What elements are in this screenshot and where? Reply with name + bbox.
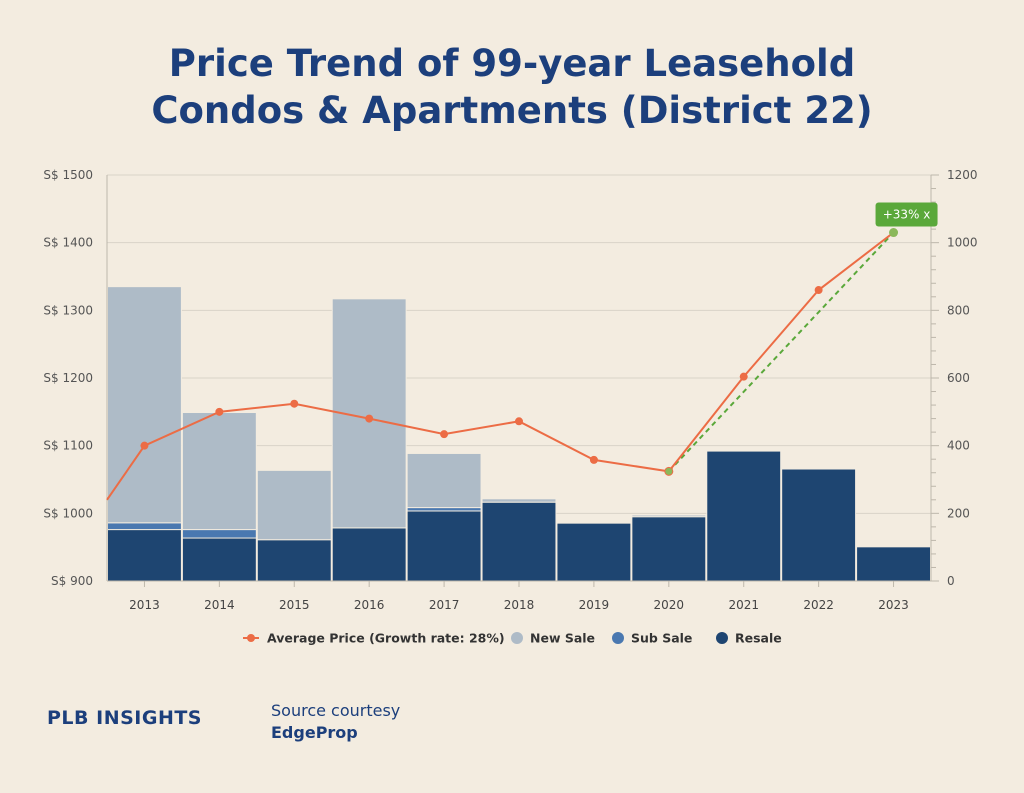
price-point xyxy=(365,414,374,423)
chart-title-line1: Price Trend of 99-year Leasehold xyxy=(168,42,856,85)
price-point xyxy=(664,466,674,476)
bar-new-sale xyxy=(256,469,332,541)
x-tick-label: 2015 xyxy=(279,598,310,612)
source-line1: Source courtesy xyxy=(271,701,401,720)
badge-label: +33% x xyxy=(883,208,931,222)
bar-sub-sale xyxy=(406,507,482,512)
x-tick-label: 2016 xyxy=(354,598,385,612)
price-line-layer xyxy=(106,228,899,501)
brand-logo: PLB INSIGHTS xyxy=(47,707,202,729)
badge-box xyxy=(875,202,938,227)
price-point xyxy=(515,417,523,426)
left-tick-label: S$ 1100 xyxy=(43,439,93,453)
bar-resale xyxy=(631,516,707,582)
price-point xyxy=(739,372,748,381)
bar-resale xyxy=(481,501,557,582)
price-line xyxy=(106,231,895,501)
right-tick-label: 600 xyxy=(947,371,970,385)
bar-sub-sale xyxy=(107,522,182,531)
x-tick-label: 2017 xyxy=(429,598,460,612)
price-point xyxy=(140,441,149,450)
bar-new-sale xyxy=(406,452,482,509)
right-tick-label: 0 xyxy=(947,574,955,588)
legend-marker-new-sale xyxy=(511,632,523,644)
bar-resale xyxy=(406,510,482,582)
bar-resale xyxy=(706,450,782,582)
chart-title-line2: Condos & Apartments (District 22) xyxy=(151,89,873,132)
right-tick-label: 1200 xyxy=(947,168,978,182)
x-tick-label: 2020 xyxy=(654,598,685,612)
legend-label-average-price: Average Price (Growth rate: 28%) xyxy=(267,631,505,646)
left-tick-label: S$ 1500 xyxy=(43,168,93,182)
bar-resale xyxy=(556,522,632,582)
price-point xyxy=(814,286,823,295)
bar-sub-sale xyxy=(181,529,257,539)
left-tick-label: S$ 1200 xyxy=(43,371,93,385)
left-tick-label: S$ 1400 xyxy=(43,236,93,250)
price-point xyxy=(215,407,224,416)
bar-new-sale xyxy=(181,412,257,531)
chart-title: Price Trend of 99-year Leasehold Condos … xyxy=(0,40,1024,134)
legend-label-resale: Resale xyxy=(735,631,782,646)
bar-new-sale xyxy=(631,514,707,518)
x-tick-label: 2019 xyxy=(579,598,610,612)
x-tick-label: 2022 xyxy=(803,598,834,612)
bar-layer xyxy=(107,286,931,582)
x-tick-label: 2021 xyxy=(728,598,759,612)
legend: Average Price (Growth rate: 28%) New Sale… xyxy=(243,631,782,646)
legend-label-sub-sale: Sub Sale xyxy=(631,631,692,646)
trend-line xyxy=(668,231,895,473)
trend-layer xyxy=(668,231,895,473)
left-tick-label: S$ 1000 xyxy=(43,506,93,520)
legend-marker-sub-sale xyxy=(612,632,624,644)
source-credit: Source courtesy EdgeProp xyxy=(271,700,400,744)
bar-resale xyxy=(256,539,332,582)
x-tick-label: 2014 xyxy=(204,598,235,612)
growth-badge: +33% x xyxy=(875,202,938,227)
left-tick-label: S$ 900 xyxy=(51,574,93,588)
right-tick-label: 800 xyxy=(947,303,970,317)
bar-resale xyxy=(331,527,407,582)
source-line2: EdgeProp xyxy=(271,723,358,742)
bar-new-sale xyxy=(107,286,182,524)
bar-resale xyxy=(856,546,931,582)
bar-resale xyxy=(181,537,257,582)
legend-marker-resale xyxy=(716,632,728,644)
x-tick-label: 2013 xyxy=(129,598,160,612)
x-tick-label: 2023 xyxy=(878,598,909,612)
price-point xyxy=(290,399,299,408)
right-tick-label: 200 xyxy=(947,506,970,520)
trend-end-point xyxy=(889,228,899,238)
axes: S$ 900 S$ 1000 S$ 1100 S$ 1200 S$ 1300 S$ 140… xyxy=(43,168,977,612)
x-tick-label: 2018 xyxy=(504,598,535,612)
bar-resale xyxy=(107,529,182,582)
bar-new-sale xyxy=(481,498,557,503)
right-tick-label: 400 xyxy=(947,439,970,453)
bar-resale xyxy=(781,468,857,582)
right-tick-label: 1000 xyxy=(947,236,978,250)
left-tick-label: S$ 1300 xyxy=(43,303,93,317)
price-point xyxy=(589,455,598,464)
price-point xyxy=(440,430,449,439)
legend-label-new-sale: New Sale xyxy=(530,631,595,646)
legend-line-marker xyxy=(247,634,255,642)
